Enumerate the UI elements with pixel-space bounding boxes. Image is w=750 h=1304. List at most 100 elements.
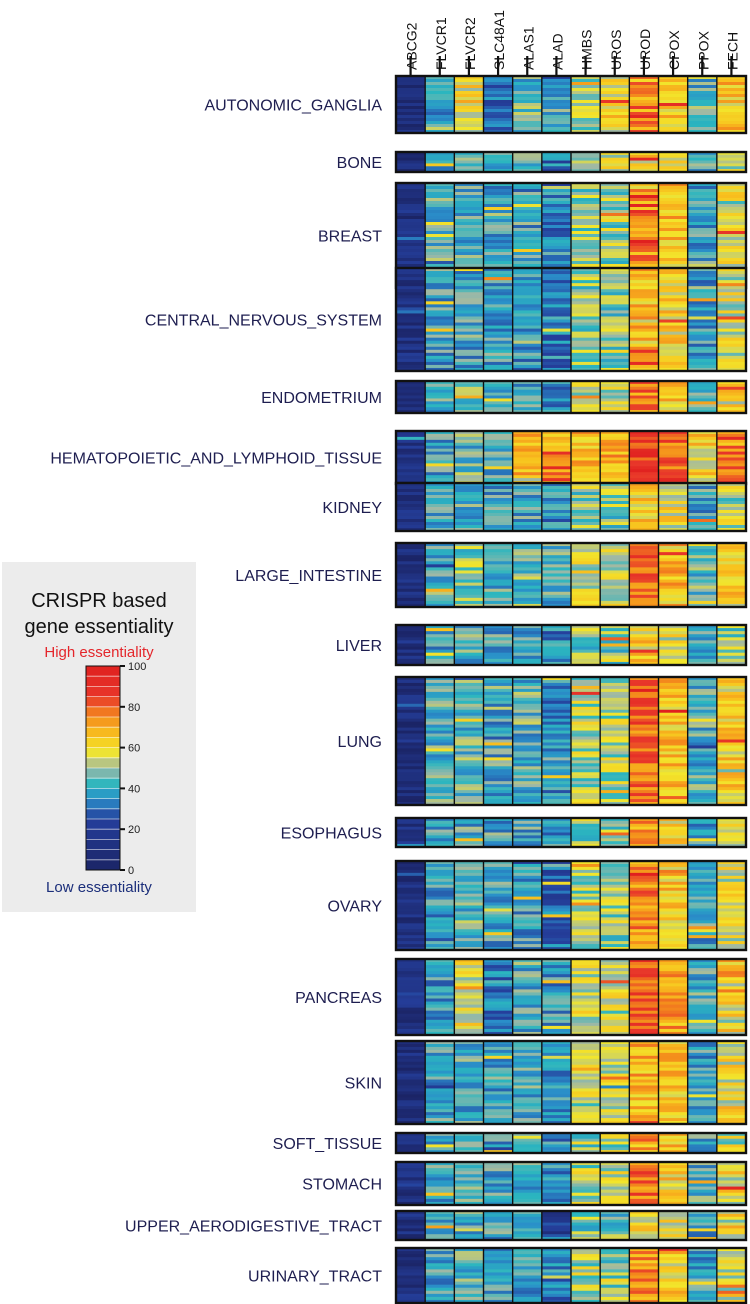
- heatmap-stripe: [512, 407, 543, 411]
- heatmap-stripe: [512, 820, 543, 825]
- heatmap-block: ENDOMETRIUM: [261, 379, 748, 415]
- heatmap-stripe: [658, 283, 688, 287]
- heatmap-stripe: [512, 286, 543, 290]
- heatmap-stripe: [425, 355, 455, 360]
- heatmap-stripe: [658, 1031, 688, 1036]
- heatmap-stripe: [483, 790, 513, 794]
- heatmap-stripe: [600, 454, 630, 458]
- heatmap-stripe: [629, 103, 659, 107]
- heatmap-stripe: [629, 258, 659, 262]
- heatmap-stripe: [629, 361, 659, 366]
- heatmap-stripe: [454, 908, 484, 912]
- heatmap-stripe: [454, 866, 484, 871]
- heatmap-stripe: [396, 1076, 426, 1080]
- heatmap-stripe: [454, 166, 484, 170]
- heatmap-stripe: [600, 1064, 630, 1069]
- heatmap-stripe: [483, 340, 513, 345]
- heatmap-stripe: [687, 1162, 718, 1166]
- heatmap-stripe: [512, 983, 543, 987]
- heatmap-stripe: [629, 216, 659, 220]
- heatmap-stripe: [483, 884, 513, 889]
- heatmap-stripe: [687, 483, 718, 487]
- heatmap-stripe: [629, 1115, 659, 1119]
- heatmap-stripe: [454, 546, 484, 550]
- heatmap-stripe: [483, 1025, 513, 1030]
- heatmap-stripe: [396, 1281, 426, 1286]
- heatmap-stripe: [658, 1079, 688, 1083]
- heatmap-stripe: [396, 431, 426, 435]
- heatmap-stripe: [658, 1070, 688, 1075]
- heatmap-stripe: [454, 558, 484, 562]
- heatmap-cell-column: [686, 152, 718, 173]
- heatmap-stripe: [571, 504, 601, 508]
- heatmap-stripe: [425, 1211, 455, 1215]
- heatmap-stripe: [396, 231, 426, 235]
- heatmap-stripe: [541, 1001, 572, 1005]
- heatmap-stripe: [541, 718, 572, 723]
- heatmap-stripe: [716, 1031, 747, 1036]
- heatmap-stripe: [571, 213, 601, 217]
- heatmap-stripe: [658, 1192, 688, 1197]
- heatmap-stripe: [541, 1260, 572, 1264]
- heatmap-stripe: [483, 1022, 513, 1027]
- heatmap-cell-column: [716, 152, 747, 173]
- heatmap-stripe: [629, 100, 659, 104]
- heatmap-stripe: [716, 271, 747, 275]
- heatmap-stripe: [716, 778, 747, 782]
- heatmap-stripe: [571, 358, 601, 363]
- heatmap-stripe: [629, 386, 659, 391]
- heatmap-stripe: [483, 166, 513, 170]
- heatmap-stripe: [658, 286, 688, 290]
- heatmap-stripe: [658, 410, 688, 414]
- heatmap-stripe: [716, 1013, 747, 1018]
- heatmap-stripe: [571, 829, 601, 833]
- heatmap-stripe: [541, 998, 572, 1002]
- heatmap-stripe: [658, 655, 688, 660]
- heatmap-stripe: [716, 1091, 747, 1095]
- heatmap-stripe: [716, 478, 747, 482]
- heatmap-stripe: [454, 896, 484, 900]
- heatmap-cell-column: [570, 959, 601, 1036]
- heatmap-stripe: [687, 280, 718, 284]
- heatmap-stripe: [454, 835, 484, 839]
- heatmap-stripe: [629, 748, 659, 752]
- heatmap-stripe: [541, 355, 572, 360]
- heatmap-stripe: [600, 283, 630, 287]
- heatmap-stripe: [541, 872, 572, 877]
- heatmap-stripe: [541, 207, 572, 211]
- heatmap-stripe: [541, 516, 572, 520]
- heatmap-stripe: [658, 685, 688, 690]
- heatmap-stripe: [629, 763, 659, 767]
- heatmap-stripe: [571, 1106, 601, 1110]
- heatmap-stripe: [658, 1186, 688, 1191]
- heatmap-cell-column: [599, 76, 630, 134]
- heatmap-stripe: [454, 97, 484, 101]
- heatmap-stripe: [454, 703, 484, 708]
- heatmap-stripe: [658, 483, 688, 487]
- heatmap-stripe: [541, 498, 572, 502]
- heatmap-stripe: [600, 1138, 630, 1142]
- heatmap-stripe: [512, 501, 543, 505]
- heatmap-stripe: [687, 516, 718, 520]
- heatmap-stripe: [541, 340, 572, 345]
- heatmap-stripe: [571, 1091, 601, 1095]
- heatmap-stripe: [571, 1287, 601, 1292]
- heatmap-stripe: [629, 902, 659, 906]
- heatmap-stripe: [541, 475, 572, 479]
- heatmap-stripe: [716, 1269, 747, 1273]
- heatmap-stripe: [425, 469, 455, 473]
- heatmap-stripe: [512, 1010, 543, 1015]
- heatmap-stripe: [512, 932, 543, 936]
- heatmap-stripe: [629, 1269, 659, 1273]
- heatmap-stripe: [425, 567, 455, 571]
- heatmap-stripe: [425, 1201, 455, 1206]
- heatmap-stripe: [396, 469, 426, 473]
- heatmap-stripe: [483, 739, 513, 743]
- heatmap-stripe: [600, 576, 630, 580]
- heatmap-stripe: [396, 261, 426, 265]
- heatmap-stripe: [571, 1296, 601, 1301]
- heatmap-stripe: [396, 941, 426, 945]
- heatmap-stripe: [658, 103, 688, 107]
- heatmap-stripe: [658, 793, 688, 797]
- heatmap-stripe: [396, 1171, 426, 1175]
